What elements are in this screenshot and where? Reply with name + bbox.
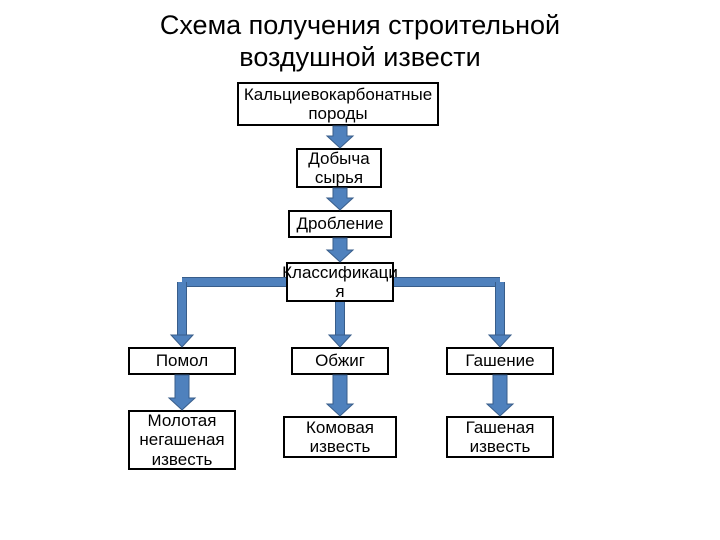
node-label: сырья [315,168,363,187]
node-label: я [335,282,344,301]
node-ground-quicklime: Молотая негашеная известь [128,410,236,470]
node-extraction: Добыча сырья [296,148,382,188]
node-label: Кальциевокарбонатные [244,85,432,104]
node-label: Классификаци [282,263,398,282]
node-slaking: Гашение [446,347,554,375]
node-label: Обжиг [315,351,365,370]
node-label: негашеная [139,430,224,449]
node-raw-material: Кальциевокарбонатные породы [237,82,439,126]
node-crushing: Дробление [288,210,392,238]
node-label: Гашеная [466,418,535,437]
node-label: Добыча [308,149,369,168]
node-label: Молотая [148,411,217,430]
node-label: породы [308,104,367,123]
diagram-title: Схема получения строительной воздушной и… [0,10,720,74]
node-slaked-lime: Гашеная известь [446,416,554,458]
node-label: Гашение [465,351,534,370]
node-label: известь [152,450,213,469]
node-label: Дробление [296,214,383,233]
node-classification: Классификаци я [286,262,394,302]
node-label: Комовая [306,418,374,437]
node-lump-lime: Комовая известь [283,416,397,458]
node-label: известь [310,437,371,456]
title-line2: воздушной извести [239,42,480,72]
node-burning: Обжиг [291,347,389,375]
title-line1: Схема получения строительной [160,10,560,40]
node-grinding: Помол [128,347,236,375]
node-label: известь [470,437,531,456]
node-label: Помол [156,351,208,370]
